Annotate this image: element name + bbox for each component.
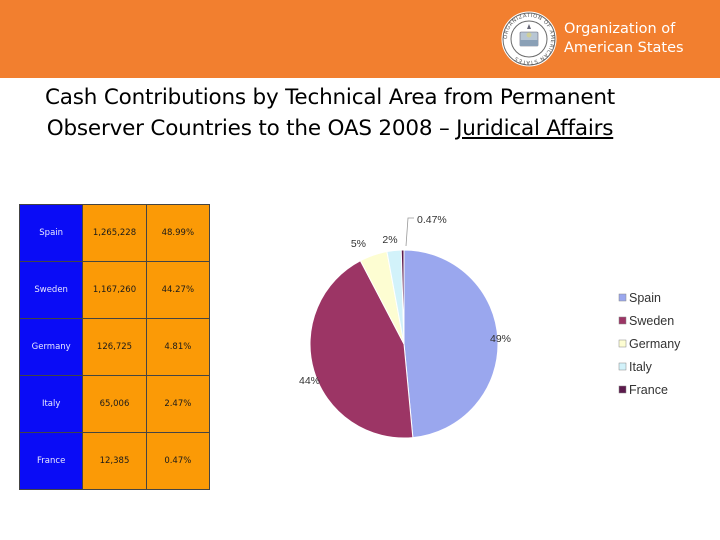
percent-cell: 4.81% [145,318,211,376]
pie-data-label: 0.47% [417,214,447,226]
pie-data-label: 44% [299,375,320,387]
country-cell: France [18,432,84,490]
legend-swatch [618,339,627,348]
pie-slice-sweden [309,260,414,439]
country-cell: Germany [18,318,84,376]
amount-cell: 65,006 [82,375,147,433]
table-row: Germany 126,725 4.81% [18,318,211,376]
title-line2: Observer Countries to the OAS 2008 – Jur… [0,113,660,144]
percent-cell: 0.47% [145,432,211,490]
legend-label: Italy [629,360,653,374]
pie-data-label: 5% [351,238,366,250]
legend-label: France [629,383,668,397]
country-cell: Italy [18,375,84,433]
pie-data-label: 49% [490,333,511,345]
percent-cell: 44.27% [145,261,211,319]
title-line2-prefix: Observer Countries to the OAS 2008 – [46,116,457,141]
organization-name: Organization of American States [564,20,684,58]
legend-label: Germany [629,337,681,351]
contributions-table: Spain 1,265,228 48.99% Sweden 1,167,260 44.27… [18,204,211,490]
oas-seal-icon: ORGANIZATION OF AMERICAN STATES [500,10,558,68]
pie-leader-line [405,217,414,247]
legend-label: Sweden [629,314,674,328]
org-name-line1: Organization of [564,21,676,37]
pie-chart: 49% 44% 5% 2% 0.47% Spain Sweden Germany Italy F… [299,214,681,439]
legend-swatch [618,293,627,302]
legend-swatch [618,316,627,325]
percent-cell: 2.47% [145,375,211,433]
amount-cell: 1,265,228 [82,204,147,262]
pie-slice-spain [403,249,499,439]
pie-data-label: 2% [382,234,397,246]
legend-swatch [618,362,627,371]
amount-cell: 1,167,260 [82,261,147,319]
table-row: France 12,385 0.47% [18,432,211,490]
country-cell: Spain [18,204,84,262]
country-cell: Sweden [18,261,84,319]
org-name-line2: American States [564,40,684,56]
percent-cell: 48.99% [145,204,211,262]
page-title: Cash Contributions by Technical Area fro… [0,82,660,144]
table-row: Italy 65,006 2.47% [18,375,211,433]
legend-swatch [618,385,627,394]
header-bar: ORGANIZATION OF AMERICAN STATES Organiza… [0,0,720,78]
legend-label: Spain [629,291,661,305]
title-underlined: Juridical Affairs [456,116,614,141]
amount-cell: 12,385 [82,432,147,490]
table-row: Sweden 1,167,260 44.27% [18,261,211,319]
title-line1: Cash Contributions by Technical Area fro… [44,85,616,110]
table-row: Spain 1,265,228 48.99% [18,204,211,262]
amount-cell: 126,725 [82,318,147,376]
pie-slice-france [400,249,405,345]
